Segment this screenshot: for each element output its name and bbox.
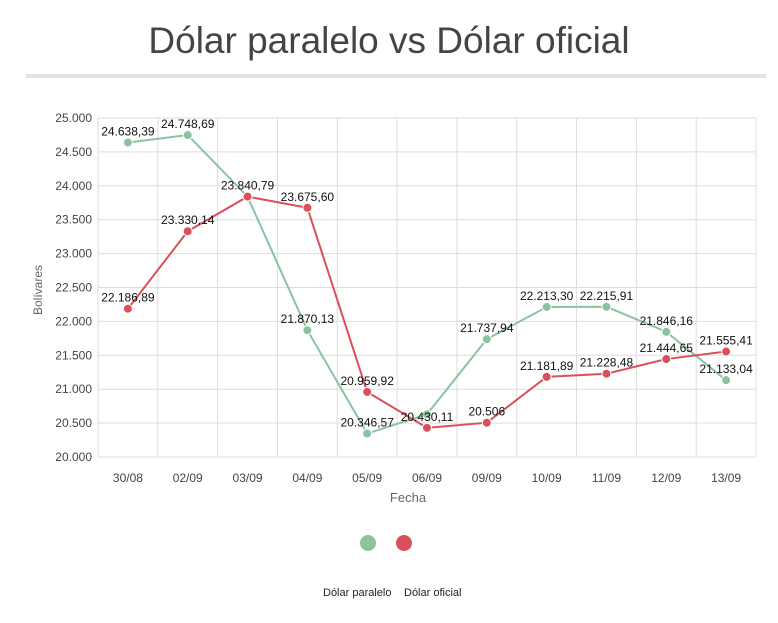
data-label: 20.346,57 xyxy=(340,416,394,430)
data-point xyxy=(601,301,612,312)
legend-marker-1[interactable] xyxy=(396,535,412,551)
y-tick-label: 22.000 xyxy=(55,314,92,328)
data-label: 21.555,41 xyxy=(699,334,753,348)
y-tick-label: 22.500 xyxy=(55,281,92,295)
data-label: 21.444,65 xyxy=(640,341,694,355)
data-label: 24.638,39 xyxy=(101,125,155,139)
data-point xyxy=(422,409,432,420)
data-point xyxy=(481,417,492,428)
title-divider xyxy=(26,74,766,78)
data-point xyxy=(182,130,193,141)
data-label: 22.215,91 xyxy=(580,289,634,303)
data-point xyxy=(122,303,133,314)
x-tick-label: 05/09 xyxy=(352,471,382,485)
legend xyxy=(360,535,412,551)
data-label: 21.870,13 xyxy=(281,312,335,326)
data-point xyxy=(242,191,253,202)
x-tick-label: 03/09 xyxy=(233,471,263,485)
x-tick-labels: 30/08 02/09 03/09 04/09 05/09 06/09 09/09 10/09… xyxy=(113,471,742,485)
data-label: 21.181,89 xyxy=(520,359,574,373)
data-label: 21.846,16 xyxy=(640,314,694,328)
data-label: 23.675,60 xyxy=(281,190,335,204)
x-tick-label: 06/09 xyxy=(412,471,442,485)
y-tick-label: 25.000 xyxy=(55,111,92,125)
legend-label-paralelo: Dólar paralelo xyxy=(323,587,392,599)
data-point xyxy=(661,354,672,365)
y-tick-label: 21.000 xyxy=(55,382,92,396)
x-tick-label: 12/09 xyxy=(651,471,681,485)
y-tick-label: 23.500 xyxy=(55,213,92,227)
data-label: 23.840,79 xyxy=(221,179,275,193)
data-label: 21.737,94 xyxy=(460,321,514,335)
data-point xyxy=(302,202,313,213)
data-point xyxy=(541,301,552,312)
data-label: 22.213,30 xyxy=(520,289,574,303)
chart-title: Dólar paralelo vs Dólar oficial xyxy=(148,20,630,61)
data-point xyxy=(721,375,732,386)
data-point xyxy=(481,334,492,345)
legend-marker-0[interactable] xyxy=(360,535,376,551)
data-point xyxy=(721,346,732,357)
x-tick-label: 09/09 xyxy=(472,471,502,485)
x-axis-label: Fecha xyxy=(390,490,427,505)
x-tick-label: 02/09 xyxy=(173,471,203,485)
legend-label-oficial: Dólar oficial xyxy=(404,587,462,599)
data-labels: 24.638,39 24.748,69 21.870,13 20.346,57 21.7… xyxy=(101,117,753,429)
y-tick-label: 23.000 xyxy=(55,247,92,261)
grid-lines xyxy=(97,117,757,458)
data-point xyxy=(541,371,552,382)
x-tick-label: 10/09 xyxy=(532,471,562,485)
data-label: 24.748,69 xyxy=(161,117,215,131)
data-label: 23.330,14 xyxy=(161,213,215,227)
x-tick-label: 11/09 xyxy=(592,471,621,485)
y-tick-label: 21.500 xyxy=(55,348,92,362)
data-label: 21.228,48 xyxy=(580,356,634,370)
x-tick-label: 04/09 xyxy=(292,471,322,485)
x-tick-label: 13/09 xyxy=(711,471,741,485)
data-point xyxy=(422,422,432,433)
data-point xyxy=(362,428,373,439)
series-points xyxy=(122,130,732,439)
y-tick-label: 24.000 xyxy=(55,179,92,193)
y-tick-labels: 20.000 20.500 21.000 21.500 22.000 22.500 23.0… xyxy=(55,111,92,464)
y-tick-label: 20.000 xyxy=(55,450,92,464)
data-label: 20.430,11 xyxy=(401,410,454,424)
data-point xyxy=(661,326,672,337)
data-label: 20.506 xyxy=(468,405,505,419)
data-label: 22.186,89 xyxy=(101,291,155,305)
data-label: 21.133,04 xyxy=(699,362,753,376)
data-point xyxy=(362,386,373,397)
data-point xyxy=(302,325,313,336)
data-label: 20.959,92 xyxy=(340,374,394,388)
y-axis-label: Bolívares xyxy=(31,265,45,315)
y-tick-label: 24.500 xyxy=(55,145,92,159)
y-tick-label: 20.500 xyxy=(55,416,92,430)
x-tick-label: 30/08 xyxy=(113,471,143,485)
data-point xyxy=(601,368,612,379)
data-point xyxy=(122,137,133,148)
data-point xyxy=(182,226,193,237)
